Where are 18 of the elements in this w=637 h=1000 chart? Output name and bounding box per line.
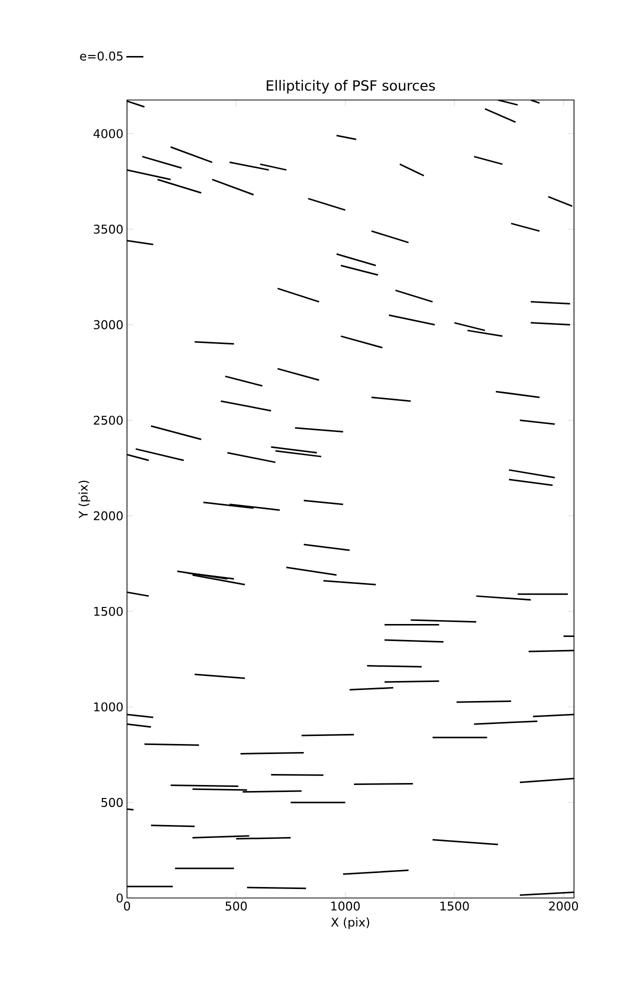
y-tick-label: 4000 xyxy=(94,129,123,138)
chart-title: Ellipticity of PSF sources xyxy=(266,80,435,94)
y-tick-label: 3000 xyxy=(94,320,123,330)
y-tick-label: 2000 xyxy=(94,511,123,520)
x-tick-label: 2000 xyxy=(549,902,578,911)
x-axis-title: X (pix) xyxy=(331,917,370,930)
y-tick-label: 500 xyxy=(102,798,123,807)
x-tick-label: 500 xyxy=(226,902,247,911)
x-tick-label: 1000 xyxy=(331,902,360,911)
y-tick-label: 1000 xyxy=(94,702,123,712)
y-tick-label: 0 xyxy=(116,893,123,903)
legend-label: e=0.05 xyxy=(80,52,123,61)
y-tick-label: 3500 xyxy=(94,224,123,234)
x-tick-label: 1500 xyxy=(440,902,469,911)
y-tick-label: 2500 xyxy=(94,416,123,425)
x-tick-label: 0 xyxy=(124,902,130,911)
y-tick-label: 1500 xyxy=(94,606,123,616)
y-axis-title: Y (pix) xyxy=(78,480,90,518)
